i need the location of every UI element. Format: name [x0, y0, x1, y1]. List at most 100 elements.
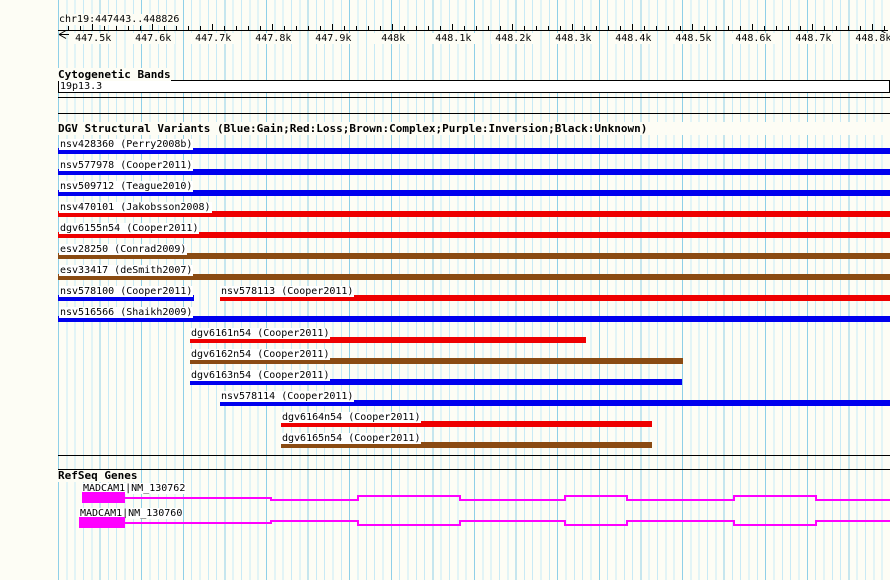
cytoband-box[interactable] — [58, 80, 890, 93]
refseq-intron-segment[interactable] — [626, 499, 733, 501]
refseq-segment-riser — [270, 520, 272, 524]
refseq-segment-riser — [270, 497, 272, 501]
refseq-exon-block[interactable] — [79, 517, 125, 528]
ruler-major-tick — [692, 24, 694, 31]
ruler-tick-label: 447.6k — [131, 33, 176, 44]
refseq-intron-segment[interactable] — [733, 524, 815, 526]
ruler-minor-tick — [368, 26, 370, 30]
section-title-refseq-genes: RefSeq Genes — [58, 469, 138, 482]
ruler-minor-tick — [848, 26, 850, 30]
dgv-feature-label[interactable]: nsv470101 (Jakobsson2008) — [59, 202, 212, 213]
ruler-minor-tick — [536, 26, 538, 30]
refseq-intron-segment[interactable] — [125, 522, 270, 524]
ruler-minor-tick — [380, 26, 382, 30]
dgv-feature-label[interactable]: dgv6155n54 (Cooper2011) — [59, 223, 200, 234]
ruler-minor-tick — [488, 26, 490, 30]
refseq-segment-riser — [733, 520, 735, 526]
dgv-feature-label[interactable]: nsv509712 (Teague2010) — [59, 181, 194, 192]
dgv-feature-label[interactable]: esv28250 (Conrad2009) — [59, 244, 188, 255]
ruler-minor-tick — [644, 26, 646, 30]
ruler-minor-tick — [80, 26, 82, 30]
ruler-major-tick — [632, 24, 634, 31]
refseq-intron-segment[interactable] — [357, 524, 459, 526]
ruler-minor-tick — [800, 26, 802, 30]
dgv-feature-label[interactable]: nsv428360 (Perry2008b) — [59, 139, 194, 150]
refseq-intron-segment[interactable] — [564, 495, 626, 497]
ruler-tick-label: 447.7k — [191, 33, 236, 44]
ruler-minor-tick — [140, 26, 142, 30]
ruler-major-tick — [332, 24, 334, 31]
dgv-feature-label[interactable]: nsv578113 (Cooper2011) — [220, 286, 355, 297]
refseq-segment-riser — [564, 495, 566, 501]
refseq-intron-segment[interactable] — [626, 520, 733, 522]
refseq-segment-riser — [357, 495, 359, 501]
refseq-intron-segment[interactable] — [270, 499, 357, 501]
ruler-minor-tick — [668, 26, 670, 30]
refseq-intron-segment[interactable] — [815, 520, 890, 522]
ruler-major-tick — [92, 24, 94, 31]
ruler-tick-label: 448.3k — [551, 33, 596, 44]
dgv-feature-label[interactable]: nsv578100 (Cooper2011) — [59, 286, 194, 297]
ruler-major-tick — [512, 24, 514, 31]
ruler-major-tick — [812, 24, 814, 31]
ruler-tick-label: 448.2k — [491, 33, 536, 44]
ruler-major-tick — [452, 24, 454, 31]
dgv-feature-label[interactable]: nsv516566 (Shaikh2009) — [59, 307, 194, 318]
ruler-minor-tick — [680, 26, 682, 30]
ruler-minor-tick — [524, 26, 526, 30]
ruler-minor-tick — [560, 26, 562, 30]
ruler-tick-label: 448k — [371, 33, 416, 44]
ruler-minor-tick — [416, 26, 418, 30]
ruler-minor-tick — [296, 26, 298, 30]
ruler-minor-tick — [224, 26, 226, 30]
ruler-tick-label: 447.9k — [311, 33, 356, 44]
refseq-segment-riser — [815, 520, 817, 526]
refseq-intron-segment[interactable] — [459, 499, 564, 501]
ruler-minor-tick — [116, 26, 118, 30]
refseq-intron-segment[interactable] — [270, 520, 357, 522]
ruler-minor-tick — [776, 26, 778, 30]
refseq-intron-segment[interactable] — [564, 524, 626, 526]
dgv-feature-label[interactable]: esv33417 (deSmith2007) — [59, 265, 194, 276]
ruler-minor-tick — [440, 26, 442, 30]
ruler-minor-tick — [260, 26, 262, 30]
refseq-segment-riser — [357, 520, 359, 526]
ruler-minor-tick — [764, 26, 766, 30]
ruler-minor-tick — [176, 26, 178, 30]
dgv-feature-label[interactable]: dgv6163n54 (Cooper2011) — [190, 370, 331, 381]
ruler-tick-label: 448.1k — [431, 33, 476, 44]
ruler-minor-tick — [836, 26, 838, 30]
ruler-minor-tick — [104, 26, 106, 30]
ruler-minor-tick — [824, 26, 826, 30]
ruler-minor-tick — [860, 26, 862, 30]
ruler-minor-tick — [500, 26, 502, 30]
refseq-intron-segment[interactable] — [125, 497, 270, 499]
ruler-minor-tick — [68, 26, 70, 30]
refseq-segment-riser — [626, 495, 628, 501]
refseq-intron-segment[interactable] — [357, 495, 459, 497]
dgv-feature-label[interactable]: dgv6161n54 (Cooper2011) — [190, 328, 331, 339]
refseq-intron-segment[interactable] — [733, 495, 815, 497]
ruler-minor-tick — [128, 26, 130, 30]
refseq-exon-block[interactable] — [82, 492, 125, 503]
section-title-dgv-structural-variants: DGV Structural Variants (Blue:Gain;Red:L… — [58, 122, 888, 135]
section-divider — [58, 469, 890, 470]
dgv-feature-label[interactable]: dgv6164n54 (Cooper2011) — [281, 412, 422, 423]
ruler-minor-tick — [428, 26, 430, 30]
ruler-minor-tick — [596, 26, 598, 30]
ruler-minor-tick — [884, 26, 886, 30]
section-title-cytogenetic-bands: Cytogenetic Bands — [58, 68, 171, 81]
dgv-feature-label[interactable]: nsv577978 (Cooper2011) — [59, 160, 194, 171]
ruler-minor-tick — [164, 26, 166, 30]
refseq-intron-segment[interactable] — [815, 499, 890, 501]
ruler-major-tick — [572, 24, 574, 31]
dgv-feature-label[interactable]: dgv6165n54 (Cooper2011) — [281, 433, 422, 444]
ruler-tick-label: 448.7k — [791, 33, 836, 44]
ruler-minor-tick — [248, 26, 250, 30]
dgv-feature-label[interactable]: nsv578114 (Cooper2011) — [220, 391, 355, 402]
ruler-minor-tick — [548, 26, 550, 30]
ruler-major-tick — [272, 24, 274, 31]
dgv-feature-label[interactable]: dgv6162n54 (Cooper2011) — [190, 349, 331, 360]
refseq-intron-segment[interactable] — [459, 520, 564, 522]
ruler-minor-tick — [656, 26, 658, 30]
